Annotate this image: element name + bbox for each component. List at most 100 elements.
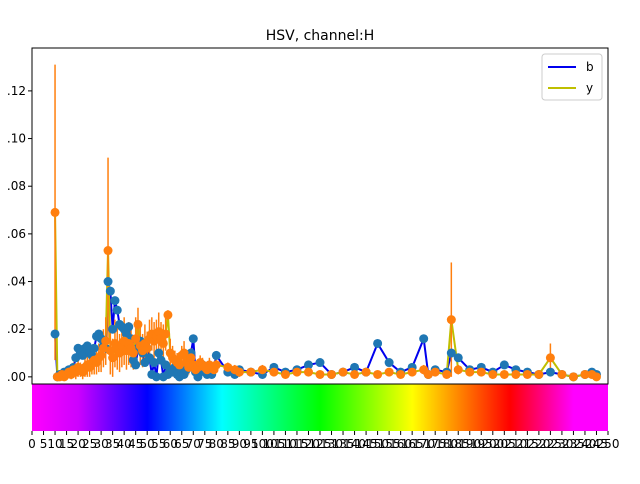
data-point-y [142, 343, 152, 353]
data-point-b [149, 358, 159, 368]
x-tick-label: 150 [366, 437, 389, 451]
x-tick-label: 70 [186, 437, 201, 451]
data-point-y [128, 348, 138, 358]
data-point-b [188, 334, 198, 344]
data-point-y [423, 369, 433, 379]
data-point-b [108, 324, 118, 334]
x-tick-label: 80 [209, 437, 224, 451]
x-tick-label: 220 [527, 437, 550, 451]
data-point-y [158, 338, 168, 348]
x-tick-label: 155 [378, 437, 401, 451]
data-point-y [133, 319, 143, 329]
data-point-y [338, 367, 348, 377]
x-tick-label: 160 [389, 437, 412, 451]
data-point-y [186, 353, 196, 363]
data-point-y [50, 207, 60, 217]
x-tick-label: 240 [574, 437, 597, 451]
x-tick-label: 210 [504, 437, 527, 451]
x-tick-label: 180 [435, 437, 458, 451]
data-point-b [151, 372, 161, 382]
y-tick-label: .08 [7, 179, 26, 193]
data-point-y [499, 369, 509, 379]
x-tick-label: 20 [70, 437, 85, 451]
data-point-b [350, 362, 360, 372]
data-point-y [396, 369, 406, 379]
data-point-y [154, 327, 164, 337]
data-point-y [446, 315, 456, 325]
data-point-y [115, 348, 125, 358]
x-tick-label: 165 [401, 437, 424, 451]
x-tick-label: 135 [332, 437, 355, 451]
x-tick-label: 50 [140, 437, 155, 451]
y-tick-label: .12 [7, 84, 26, 98]
data-point-y [327, 369, 337, 379]
data-point-y [476, 367, 486, 377]
x-tick-label: 205 [493, 437, 516, 451]
data-point-b [303, 360, 313, 370]
x-tick-label: 0 [28, 437, 36, 451]
data-point-y [280, 369, 290, 379]
data-point-y [96, 350, 106, 360]
data-point-b [78, 350, 88, 360]
data-point-b [103, 277, 113, 287]
data-point-b [131, 360, 141, 370]
data-point-b [545, 367, 555, 377]
data-point-y [430, 367, 440, 377]
x-tick-label: 145 [355, 437, 378, 451]
data-point-y [522, 369, 532, 379]
x-tick-label: 115 [286, 437, 309, 451]
x-tick-label: 10 [47, 437, 62, 451]
data-point-y [453, 365, 463, 375]
data-point-y [101, 336, 111, 346]
x-tick-label: 40 [117, 437, 132, 451]
x-tick-label: 15 [59, 437, 74, 451]
legend-label-y: y [586, 81, 593, 95]
x-tick-label: 215 [516, 437, 539, 451]
x-tick-label: 105 [262, 437, 285, 451]
data-point-y [179, 348, 189, 358]
x-tick-label: 185 [447, 437, 470, 451]
data-point-y [303, 367, 313, 377]
x-tick-label: 170 [412, 437, 435, 451]
data-point-b [82, 341, 92, 351]
x-tick-label: 250 [597, 437, 620, 451]
data-point-y [174, 360, 184, 370]
data-point-y [545, 353, 555, 363]
x-tick-label: 45 [128, 437, 143, 451]
chart-title: HSV, channel:H [266, 28, 375, 44]
data-point-y [373, 369, 383, 379]
data-point-b [211, 350, 221, 360]
data-point-b [124, 322, 134, 332]
x-tick-label: 195 [470, 437, 493, 451]
data-point-y [211, 360, 221, 370]
x-tick-label: 175 [424, 437, 447, 451]
data-point-y [161, 329, 171, 339]
x-tick-label: 85 [220, 437, 235, 451]
y-tick-label: .10 [7, 132, 26, 146]
x-tick-label: 65 [174, 437, 189, 451]
colorbar [32, 384, 608, 431]
x-tick-label: 140 [343, 437, 366, 451]
data-point-y [163, 310, 173, 320]
data-point-y [257, 365, 267, 375]
data-point-b [112, 305, 122, 315]
data-point-b [105, 286, 115, 296]
data-point-y [105, 346, 115, 356]
plot-frame [31, 47, 609, 385]
x-tick-label: 90 [232, 437, 247, 451]
x-tick-label: 200 [481, 437, 504, 451]
data-point-y [269, 367, 279, 377]
x-tick-label: 5 [40, 437, 48, 451]
data-point-b [419, 334, 429, 344]
data-point-y [223, 362, 233, 372]
legend-label-b: b [586, 60, 594, 74]
data-point-b [154, 348, 164, 358]
data-point-y [315, 369, 325, 379]
data-point-b [110, 296, 120, 306]
data-point-y [465, 367, 475, 377]
data-point-y [557, 369, 567, 379]
data-point-y [511, 369, 521, 379]
data-point-y [488, 369, 498, 379]
x-tick-label: 245 [585, 437, 608, 451]
x-tick-label: 75 [197, 437, 212, 451]
